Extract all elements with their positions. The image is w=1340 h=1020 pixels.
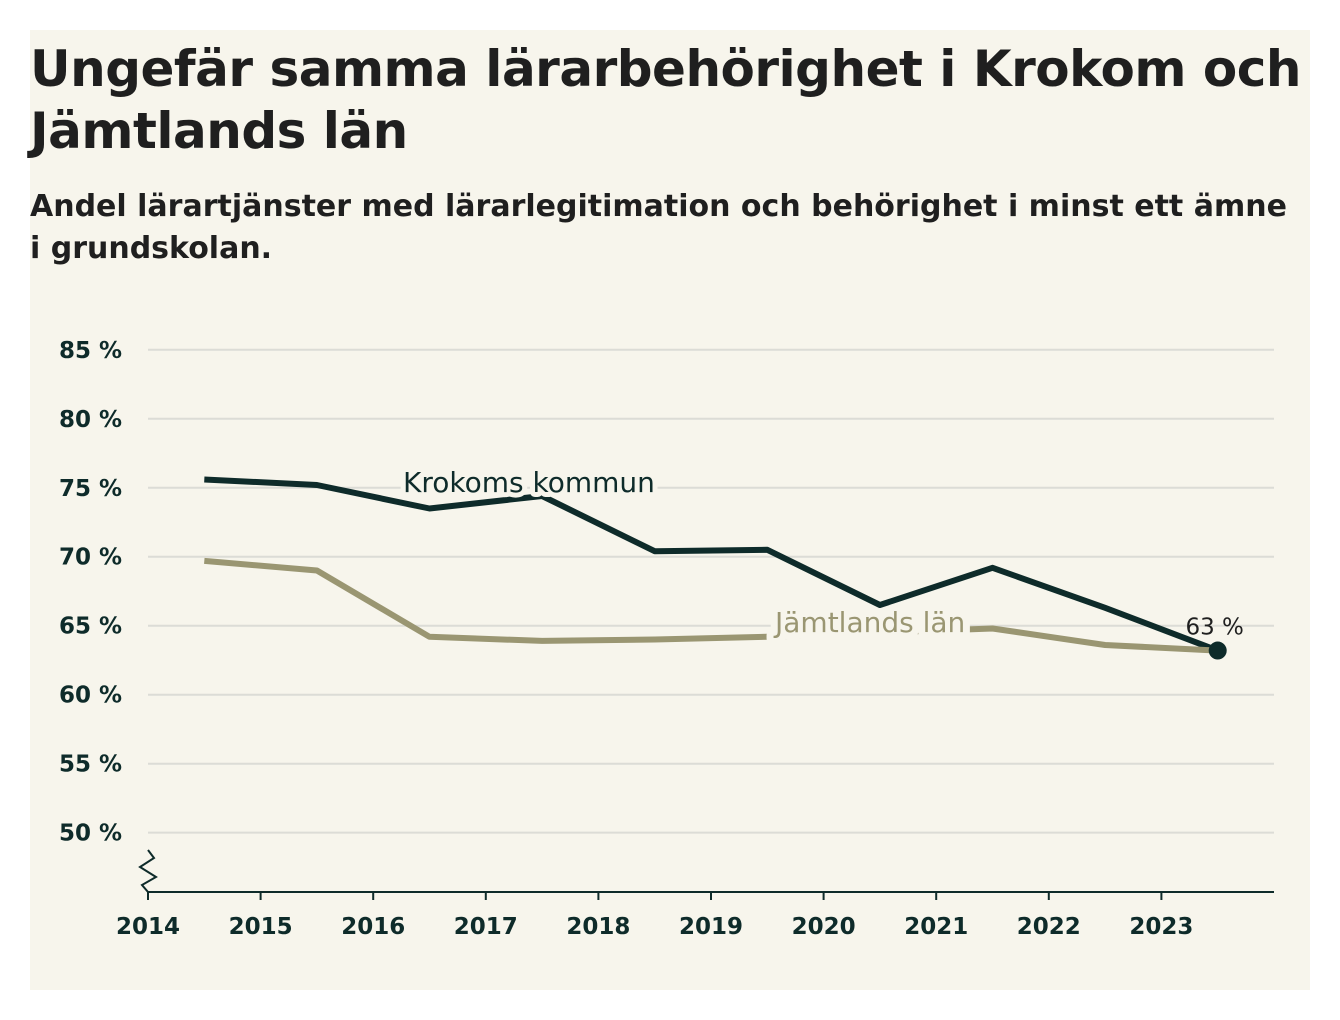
chart-title: Ungefär samma lärarbehörighet i Krokom o… bbox=[30, 40, 1301, 160]
x-tick-label: 2021 bbox=[904, 914, 968, 940]
y-tick-label: 75 % bbox=[59, 476, 122, 502]
x-tick-label: 2015 bbox=[229, 914, 293, 940]
series-label-krokom: Krokoms kommun bbox=[403, 466, 655, 499]
y-tick-label: 80 % bbox=[59, 407, 122, 433]
chart-subtitle: Andel lärartjänster med lärarlegitimatio… bbox=[30, 189, 1287, 266]
y-tick-label: 85 % bbox=[59, 338, 122, 364]
series-label-jamtland: Jämtlands län bbox=[773, 606, 965, 639]
axis-break-icon bbox=[138, 849, 158, 893]
x-tick-label: 2014 bbox=[116, 914, 180, 940]
x-tick-label: 2016 bbox=[341, 914, 405, 940]
end-value-label: 63 % bbox=[1185, 615, 1243, 641]
end-point-marker bbox=[1208, 641, 1227, 660]
series-line-jamtland bbox=[204, 557, 1218, 654]
x-tick-label: 2022 bbox=[1017, 914, 1081, 940]
x-tick-label: 2020 bbox=[792, 914, 856, 940]
x-tick-label: 2017 bbox=[454, 914, 518, 940]
y-tick-label: 65 % bbox=[59, 614, 122, 640]
y-tick-label: 60 % bbox=[59, 683, 122, 709]
series-line-krokom bbox=[204, 476, 1219, 654]
y-tick-label: 70 % bbox=[59, 545, 122, 571]
y-tick-label: 50 % bbox=[59, 821, 122, 847]
y-tick-label: 55 % bbox=[59, 752, 122, 778]
chart-panel: Ungefär samma lärarbehörighet i Krokom o… bbox=[30, 30, 1310, 990]
x-tick-label: 2023 bbox=[1129, 914, 1193, 940]
x-tick-label: 2018 bbox=[566, 914, 630, 940]
x-tick-label: 2019 bbox=[679, 914, 743, 940]
line-chart: 50 % 55 % 60 % 65 % 70 % 75 % 80 % 85 % 2014 2015… bbox=[59, 338, 1274, 940]
